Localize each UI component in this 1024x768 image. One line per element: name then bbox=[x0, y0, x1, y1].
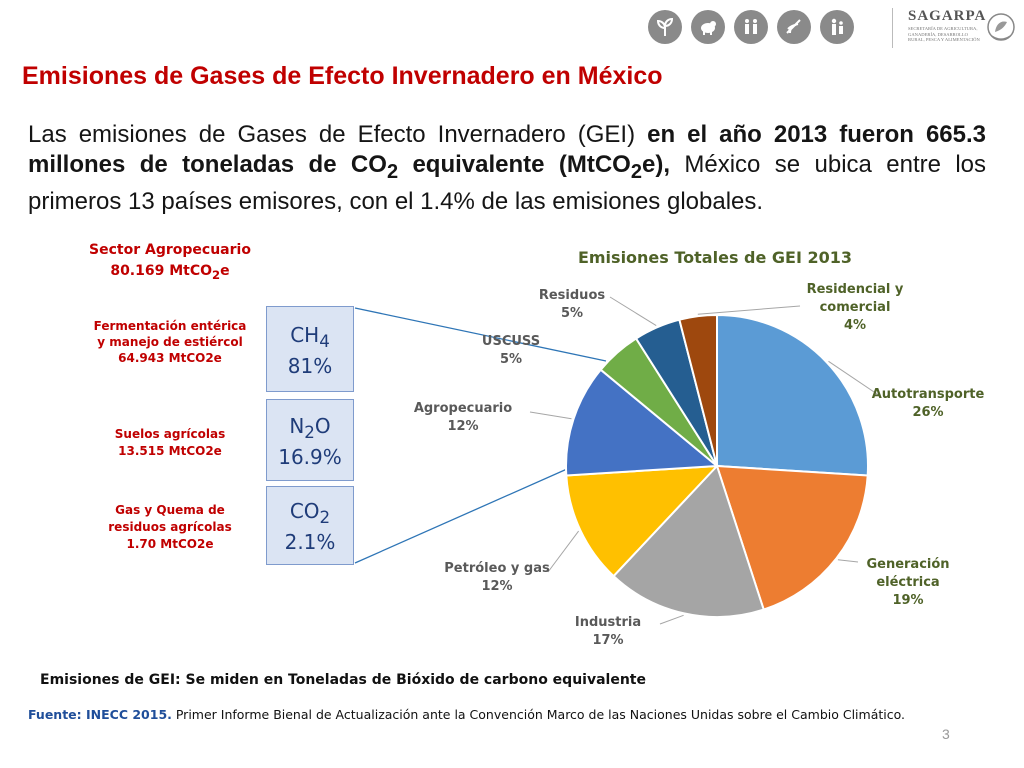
source-lead: Fuente: INECC 2015. bbox=[28, 707, 172, 722]
gas-formula: N2O bbox=[289, 414, 331, 442]
sector-total-value: 80.169 MtCO2e bbox=[110, 263, 230, 282]
gas-share: 16.9% bbox=[278, 445, 342, 469]
slice-label: Petróleo y gas 12% bbox=[444, 561, 550, 594]
seal-icon bbox=[987, 13, 1015, 41]
intro-bold-1: en el año 2013 fueron 665.3 millones de … bbox=[28, 121, 987, 178]
sector-item-fermentacion: Fermentación entérica y manejo de estiér… bbox=[70, 318, 270, 366]
family-icon bbox=[734, 10, 768, 44]
gas-share: 2.1% bbox=[284, 530, 336, 554]
logo-separator bbox=[892, 8, 893, 48]
sector-item-value: 64.943 MtCO2e bbox=[118, 351, 222, 365]
slice-label: Agropecuario 12% bbox=[414, 401, 512, 434]
leader-line bbox=[659, 614, 684, 625]
slice-label: Autotransporte 26% bbox=[872, 387, 985, 420]
gas-box-n2o: N2O 16.9% bbox=[266, 399, 354, 481]
people-icon bbox=[820, 10, 854, 44]
leader-line bbox=[697, 305, 801, 315]
header-icons bbox=[648, 10, 880, 48]
intro-paragraph: Las emisiones de Gases de Efecto Inverna… bbox=[28, 120, 986, 217]
livestock-icon bbox=[691, 10, 725, 44]
pie-slice-generación-eléctrica bbox=[715, 464, 869, 611]
chart-title: Emisiones Totales de GEI 2013 bbox=[577, 248, 853, 267]
logo-subtitle: SECRETARÍA DE AGRICULTURA, GANADERÍA, DE… bbox=[908, 26, 980, 43]
pie-slice-uscuss bbox=[599, 337, 718, 467]
sector-title: Sector Agropecuario bbox=[89, 242, 251, 258]
gas-formula: CO2 bbox=[289, 499, 331, 527]
connector-line-top bbox=[354, 307, 607, 362]
slice-label: Industria 17% bbox=[575, 615, 641, 648]
slice-label: Residencial y comercial 4% bbox=[807, 282, 904, 333]
logo-name: SAGARPA bbox=[908, 8, 987, 24]
leader-line bbox=[837, 559, 859, 563]
intro-text-1: Las emisiones de Gases de Efecto Inverna… bbox=[28, 121, 648, 148]
pie-slice-industria bbox=[612, 464, 765, 618]
pie-slice-residencial-y-comercial bbox=[678, 313, 718, 467]
intro-text-2: México se ubica entre los primeros 13 pa… bbox=[28, 151, 987, 215]
units-note: Emisiones de GEI: Se miden en Toneladas … bbox=[40, 672, 646, 688]
leader-line bbox=[547, 530, 580, 573]
pie-slice-petróleo-y-gas bbox=[565, 464, 720, 578]
intro-bold-3: e), bbox=[641, 151, 670, 178]
sector-total: Sector Agropecuario 80.169 MtCO2e bbox=[70, 240, 270, 286]
leader-line bbox=[828, 360, 881, 397]
intro-sub-1: 2 bbox=[386, 160, 399, 183]
sector-item-line: Fermentación entérica bbox=[93, 319, 247, 333]
gas-formula: CH4 bbox=[290, 323, 330, 351]
sector-item-line: Gas y Quema de bbox=[115, 503, 225, 517]
slice-label: Residuos 5% bbox=[539, 288, 606, 321]
gas-box-co2: CO2 2.1% bbox=[266, 486, 354, 565]
leader-line bbox=[529, 411, 572, 420]
slice-label: USCUSS 5% bbox=[482, 334, 540, 367]
pie-slice-residuos bbox=[634, 318, 718, 467]
sector-item-value: 13.515 MtCO2e bbox=[118, 444, 222, 458]
sector-item-line: y manejo de estiércol bbox=[97, 335, 243, 349]
gas-box-ch4: CH4 81% bbox=[266, 306, 354, 392]
page-number: 3 bbox=[942, 726, 950, 742]
leader-line bbox=[609, 296, 657, 327]
source-text: Primer Informe Bienal de Actualización a… bbox=[171, 707, 906, 722]
slice-label: Generación eléctrica 19% bbox=[866, 557, 949, 608]
sector-item-value: 1.70 MtCO2e bbox=[126, 537, 214, 551]
connector-line-bottom bbox=[354, 468, 568, 564]
sector-item-suelos: Suelos agrícolas 13.515 MtCO2e bbox=[70, 426, 270, 460]
sector-item-line: residuos agrícolas bbox=[108, 520, 232, 534]
page-title: Emisiones de Gases de Efecto Invernadero… bbox=[22, 62, 663, 90]
pie-slice-autotransporte bbox=[716, 313, 869, 477]
pie-slice-agropecuario bbox=[565, 368, 720, 477]
intro-bold-2: equivalente (MtCO bbox=[398, 151, 631, 178]
sector-item-line: Suelos agrícolas bbox=[114, 427, 226, 441]
sprout-icon bbox=[648, 10, 682, 44]
source-note: Fuente: INECC 2015. Primer Informe Biena… bbox=[28, 705, 914, 725]
intro-sub-2: 2 bbox=[630, 160, 642, 183]
gas-share: 81% bbox=[287, 354, 333, 378]
fish-icon bbox=[777, 10, 811, 44]
sector-item-gas-quema: Gas y Quema de residuos agrícolas 1.70 M… bbox=[70, 502, 270, 553]
sagarpa-logo: SAGARPA SECRETARÍA DE AGRICULTURA, GANAD… bbox=[900, 6, 1018, 52]
